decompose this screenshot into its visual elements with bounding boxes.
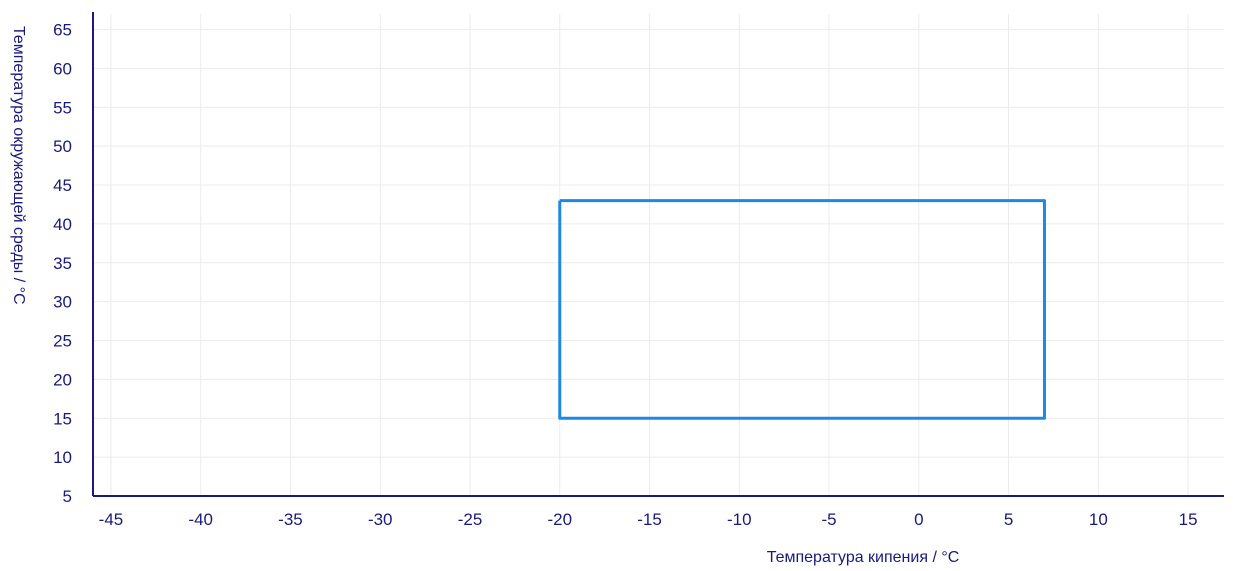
y-tick-label: 5	[63, 487, 72, 506]
axes	[92, 12, 1224, 497]
series-line	[558, 199, 1046, 420]
y-axis-title: Температура окружающей среды / °C	[10, 26, 27, 305]
y-tick-label: 30	[53, 293, 72, 312]
y-tick-label: 20	[53, 370, 72, 389]
x-tick-label: 0	[914, 510, 923, 529]
x-tick-label: -45	[99, 510, 124, 529]
x-tick-label: -35	[278, 510, 303, 529]
y-tick-label: 15	[53, 409, 72, 428]
grid	[93, 14, 1224, 497]
x-tick-label: -40	[188, 510, 213, 529]
x-tick-label: -10	[727, 510, 752, 529]
y-tick-label: 60	[53, 59, 72, 78]
y-tick-label: 10	[53, 448, 72, 467]
x-tick-labels: -45 -40 -35 -30 -25 -20 -15 -10 -5 0 5 10 15	[99, 510, 1198, 529]
series-layer	[558, 199, 1046, 420]
y-tick-label: 40	[53, 215, 72, 234]
x-tick-label: -30	[368, 510, 393, 529]
y-tick-label: 65	[53, 21, 72, 40]
x-tick-label: 10	[1089, 510, 1108, 529]
y-tick-label: 25	[53, 332, 72, 351]
x-tick-label: 5	[1004, 510, 1013, 529]
x-axis-title: Температура кипения / °C	[767, 549, 960, 566]
x-tick-label: -20	[547, 510, 572, 529]
y-tick-label: 55	[53, 98, 72, 117]
x-tick-label: -15	[637, 510, 662, 529]
x-tick-label: 15	[1179, 510, 1198, 529]
y-tick-label: 45	[53, 176, 72, 195]
x-tick-label: -25	[458, 510, 483, 529]
x-tick-label: -5	[821, 510, 836, 529]
y-tick-label: 35	[53, 254, 72, 273]
y-tick-label: 50	[53, 137, 72, 156]
y-tick-labels: 5 10 15 20 25 30 35 40 45 50 55 60 65	[53, 21, 72, 506]
